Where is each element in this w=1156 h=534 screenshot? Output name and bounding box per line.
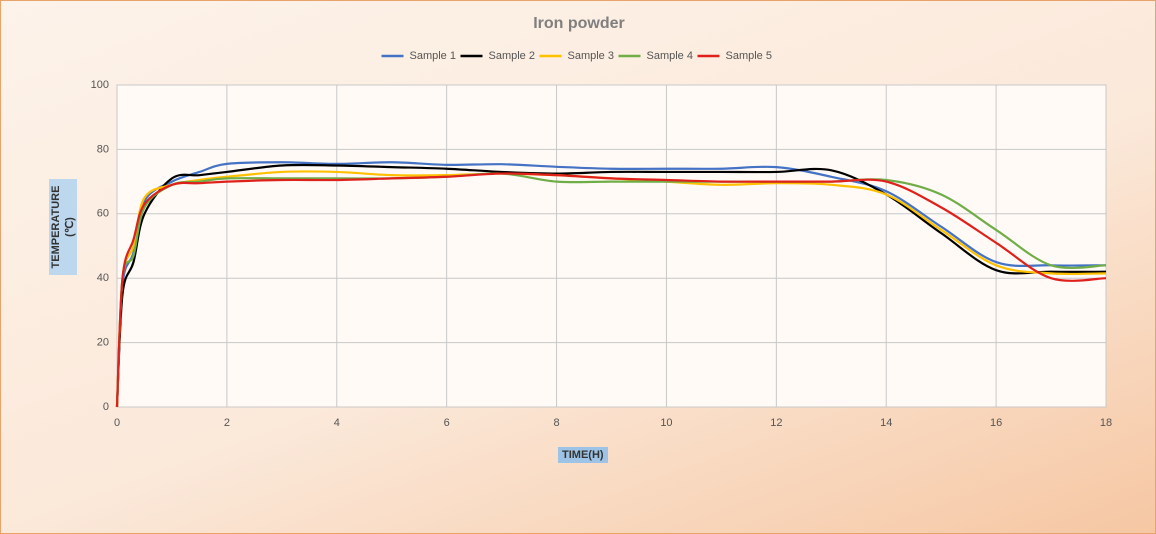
y-tick-label: 20 [97, 337, 109, 349]
y-tick-label: 80 [97, 143, 109, 155]
x-tick-label: 18 [1100, 417, 1112, 429]
legend-label: Sample 5 [726, 50, 772, 62]
x-tick-label: 4 [334, 417, 340, 429]
line-series [115, 172, 1107, 408]
line-series [115, 161, 1107, 408]
y-tick-label: 100 [91, 79, 109, 91]
y-tick-label: 0 [103, 401, 109, 413]
y-tick-label: 40 [97, 272, 109, 284]
x-tick-label: 0 [114, 417, 120, 429]
legend-label: Sample 1 [410, 50, 456, 62]
x-tick-label: 8 [553, 417, 559, 429]
legend-label: Sample 2 [489, 50, 535, 62]
x-axis-label: TIME(H) [558, 447, 608, 463]
legend-label: Sample 4 [647, 50, 693, 62]
x-tick-label: 14 [880, 417, 892, 429]
x-tick-label: 2 [224, 417, 230, 429]
x-tick-label: 6 [444, 417, 450, 429]
y-axis-label: TEMPERATURE (℃) [49, 179, 77, 275]
x-tick-label: 12 [770, 417, 782, 429]
chart-title: Iron powder [533, 15, 625, 32]
x-tick-label: 16 [990, 417, 1002, 429]
y-tick-label: 60 [97, 208, 109, 220]
x-tick-label: 10 [660, 417, 672, 429]
legend-label: Sample 3 [568, 50, 614, 62]
